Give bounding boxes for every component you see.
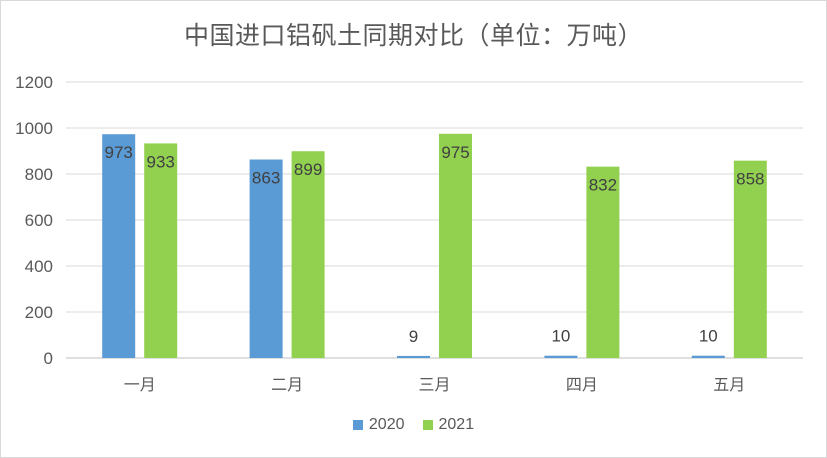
chart-title: 中国进口铝矾土同期对比（单位：万吨）: [183, 21, 643, 50]
y-tick-label: 1200: [15, 73, 53, 92]
data-label-2020-3: 9: [409, 327, 418, 346]
x-tick-label: 五月: [713, 375, 745, 394]
bar-2021-1: [144, 143, 178, 358]
y-tick-label: 1000: [15, 119, 53, 138]
legend: 2020 2021: [0, 416, 827, 434]
data-label-2020-1: 973: [105, 143, 133, 162]
data-label-2021-3: 975: [441, 143, 469, 162]
data-label-2020-5: 10: [699, 327, 718, 346]
data-label-2021-1: 933: [147, 152, 175, 171]
data-label-2021-4: 832: [589, 176, 617, 195]
bar-2020-2: [249, 159, 283, 358]
bar-2021-4: [586, 166, 620, 358]
y-tick-label: 400: [25, 257, 53, 276]
data-label-2021-5: 858: [736, 170, 764, 189]
legend-swatch-2021: [422, 420, 433, 430]
y-tick-label: 0: [44, 349, 53, 368]
bar-2020-5: [691, 355, 725, 358]
bar-2021-3: [439, 133, 472, 358]
legend-item-2020: 2020: [352, 416, 405, 434]
data-label-2021-2: 899: [294, 160, 322, 179]
legend-label-2021: 2021: [438, 416, 475, 433]
bar-2020-3: [397, 355, 430, 358]
legend-item-2021: 2021: [422, 416, 475, 434]
bar-2021-2: [291, 151, 325, 358]
legend-swatch-2020: [352, 420, 363, 430]
y-tick-label: 600: [25, 211, 53, 230]
y-tick-label: 200: [25, 303, 53, 322]
legend-label-2020: 2020: [368, 416, 405, 433]
x-tick-label: 三月: [418, 375, 450, 394]
y-tick-label: 800: [25, 165, 53, 184]
x-tick-label: 二月: [271, 375, 303, 394]
x-tick-label: 一月: [124, 375, 156, 394]
x-tick-label: 四月: [566, 375, 598, 394]
bar-2020-1: [102, 134, 136, 358]
data-label-2020-2: 863: [252, 169, 280, 188]
data-label-2020-4: 10: [551, 327, 570, 346]
bar-2020-4: [544, 355, 578, 358]
bar-2021-5: [733, 160, 767, 358]
